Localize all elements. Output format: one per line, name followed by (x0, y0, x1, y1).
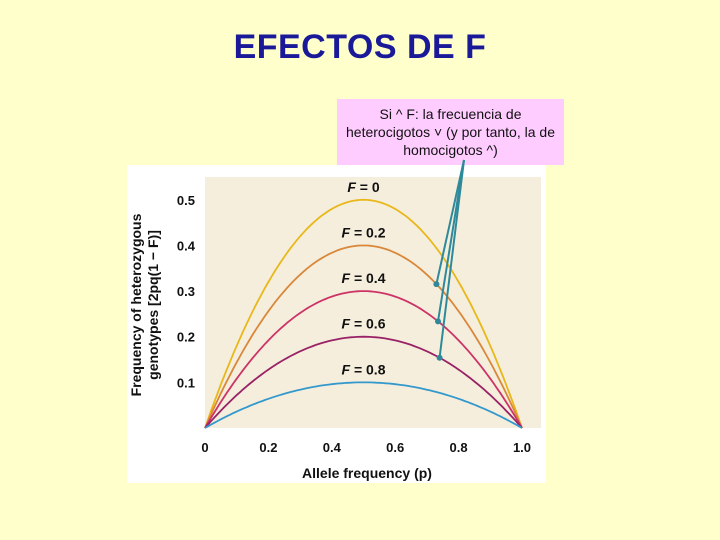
y-axis-label-line2: genotypes [2pq(1 − F)] (145, 230, 161, 380)
y-tick-label: 0.4 (177, 238, 196, 253)
y-tick-label: 0.5 (177, 193, 195, 208)
x-tick-label: 0 (201, 440, 208, 455)
x-tick-label: 0.6 (386, 440, 404, 455)
x-tick-label: 0.4 (323, 440, 342, 455)
series-label: F = 0.2 (342, 224, 386, 240)
y-axis-label-line1: Frequency of heterozygous (128, 213, 144, 396)
y-tick-label: 0.3 (177, 284, 195, 299)
series-line (204, 335, 523, 429)
heterozygosity-chart: Frequency of heterozygous genotypes [2pq… (128, 177, 541, 481)
slide-title: EFECTOS DE F (233, 28, 487, 66)
series-line (204, 381, 523, 429)
note-callout: Si ^ F: la frecuencia de heterocigotos ˅… (337, 99, 564, 165)
y-tick-label: 0.1 (177, 375, 195, 390)
series-label: F = 0.4 (342, 270, 386, 286)
series-line (204, 198, 523, 429)
series-label: F = 0.6 (342, 316, 386, 332)
x-axis-label: Allele frequency (p) (302, 465, 432, 481)
series-line (204, 290, 523, 429)
x-tick-label: 1.0 (513, 440, 531, 455)
series-label: F = 0 (347, 179, 380, 195)
y-tick-label: 0.2 (177, 330, 195, 345)
series-label: F = 0.8 (342, 361, 386, 377)
plot-background (205, 177, 541, 428)
x-tick-label: 0.2 (259, 440, 277, 455)
x-tick-label: 0.8 (450, 440, 468, 455)
chart-panel: Frequency of heterozygous genotypes [2pq… (127, 165, 546, 483)
series-line (204, 244, 523, 429)
